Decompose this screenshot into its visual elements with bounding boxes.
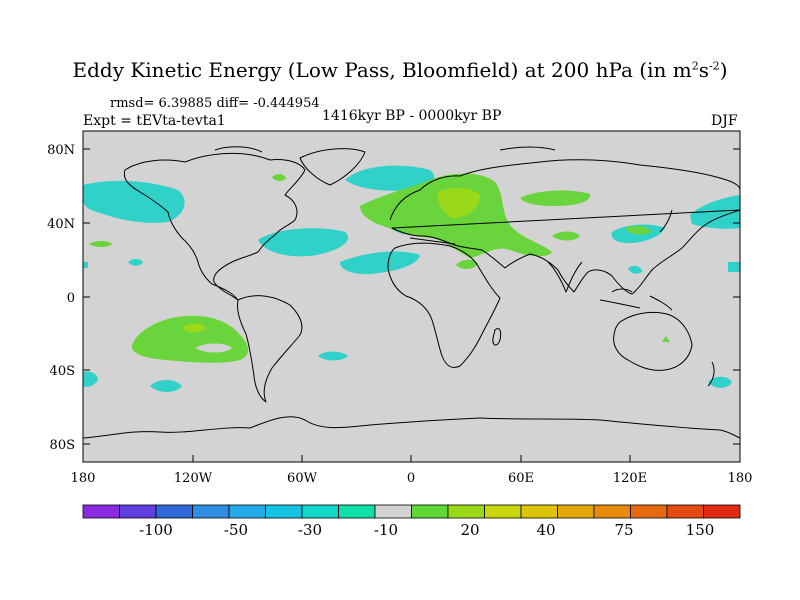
lon-label: 180: [728, 471, 753, 486]
map-ticks: [82, 148, 741, 462]
lat-label: 40N: [47, 217, 75, 232]
colorbar-swatch: [411, 504, 449, 519]
colorbar-labels: -100 -50 -30 -10 20 40 75 150: [139, 521, 714, 539]
anomaly-region: [340, 251, 420, 275]
anomaly-region: [128, 259, 143, 266]
anomaly-region: [150, 380, 182, 392]
lon-label: 60E: [508, 471, 534, 486]
colorbar-tick-label: 20: [460, 521, 479, 539]
lon-label: 120W: [174, 471, 213, 486]
chart-title: Eddy Kinetic Energy (Low Pass, Bloomfiel…: [72, 58, 728, 82]
lon-label: 0: [407, 471, 415, 486]
colorbar-swatch: [666, 504, 704, 519]
colorbar-tick-label: -10: [374, 521, 398, 539]
coastline-india: [547, 261, 583, 293]
coastline-australia: [613, 311, 693, 371]
lon-label: 60W: [287, 471, 318, 486]
anomaly-region: [272, 174, 286, 181]
coastline-south-america: [237, 295, 303, 403]
lat-label: 40S: [50, 364, 75, 379]
colorbar-swatch: [520, 504, 558, 519]
experiment-label: Expt = tEVta-tevta1: [83, 113, 226, 129]
colorbar-tick-label: 40: [536, 521, 555, 539]
coastline-madagascar: [492, 327, 502, 346]
coastline-north-america: [123, 153, 306, 301]
colorbar-swatch: [338, 504, 376, 519]
colorbar-swatch: [374, 504, 412, 519]
coastline-greenland: [299, 148, 366, 186]
anomaly-region: [345, 165, 435, 191]
colorbar-tick-label: -50: [224, 521, 248, 539]
anomaly-region: [728, 262, 740, 272]
anomaly-region: [520, 190, 591, 206]
anomaly-region: [131, 315, 249, 363]
colorbar-swatch: [703, 504, 741, 519]
coastline-eurasia: [389, 159, 741, 295]
anomaly-region: [708, 376, 732, 388]
anomaly-region: [83, 180, 185, 223]
map-panel: 80N 40N 0 40S 80S 180 120W 60W 0 60E 120…: [47, 130, 753, 486]
colorbar-swatch: [447, 504, 485, 519]
anomaly-region: [690, 195, 740, 229]
anomaly-region: [89, 241, 112, 247]
colorbar-swatch: [301, 504, 339, 519]
season-label: DJF: [711, 113, 738, 129]
anomaly-fill: [83, 165, 740, 392]
colorbar-swatch: [119, 504, 157, 519]
colorbar-tick-label: 75: [614, 521, 633, 539]
colorbar-swatch: [265, 504, 303, 519]
colorbar-swatch: [82, 504, 120, 519]
anomaly-region: [83, 262, 88, 268]
anomaly-region: [552, 231, 580, 241]
lat-label: 0: [67, 291, 75, 306]
colorbar-swatch: [557, 504, 595, 519]
coastline-africa: [387, 242, 501, 369]
rmsd-diff-stats: rmsd= 6.39885 diff= -0.444954: [110, 96, 320, 111]
colorbar-tick-label: -30: [298, 521, 322, 539]
lat-label: 80S: [50, 438, 75, 453]
anomaly-region: [456, 259, 478, 270]
coastline-antarctica: [82, 416, 741, 439]
lon-label: 180: [71, 471, 96, 486]
anomaly-region: [83, 371, 98, 387]
coastline-mediterranean: [409, 237, 456, 245]
anomaly-region: [318, 351, 348, 361]
colorbar-swatch: [593, 504, 631, 519]
anomaly-region: [625, 225, 652, 235]
coastline-new-zealand: [707, 361, 715, 387]
anomaly-region: [182, 323, 206, 333]
lat-label: 80N: [47, 143, 75, 158]
colorbar: [82, 504, 741, 519]
lon-label: 120E: [613, 471, 647, 486]
colorbar-swatch: [192, 504, 230, 519]
coastline-indonesia: [599, 288, 673, 311]
colorbar-tick-label: 150: [686, 521, 715, 539]
anomaly-region: [628, 265, 642, 274]
colorbar-swatch: [484, 504, 522, 519]
colorbar-tick-label: -100: [139, 521, 173, 539]
coastline-arctic-islands: [214, 146, 556, 153]
colorbar-swatch: [630, 504, 668, 519]
colorbar-swatch: [155, 504, 193, 519]
anomaly-region: [258, 228, 349, 257]
anomaly-region: [437, 187, 480, 218]
colorbar-swatch: [228, 504, 266, 519]
anomaly-region: [662, 336, 670, 342]
coastline-japan: [659, 209, 673, 233]
coastlines: [82, 146, 741, 439]
time-period-label: 1416kyr BP - 0000kyr BP: [322, 108, 502, 124]
